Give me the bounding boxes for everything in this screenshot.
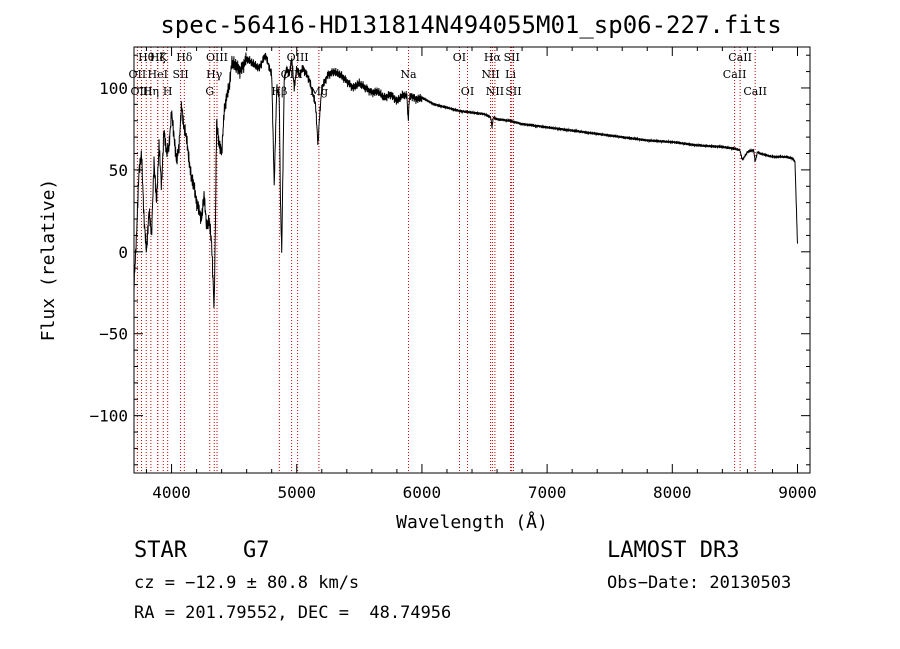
- line-label-15: OIII: [287, 51, 309, 64]
- line-label-9: Hδ: [176, 51, 193, 64]
- object-type: STAR: [134, 538, 187, 563]
- line-label-0: Hθ: [138, 51, 155, 64]
- line-label-20: Hα: [484, 51, 502, 64]
- spectrum-line: [133, 52, 798, 308]
- x-axis: 4000 5000 6000 7000 8000 9000: [146, 47, 817, 502]
- x-tick-label: 4000: [152, 483, 191, 502]
- line-label-10: G: [205, 85, 214, 98]
- x-tick-label: 9000: [778, 483, 817, 502]
- y-tick-label: −100: [89, 407, 128, 426]
- line-label-12: Hγ: [206, 68, 223, 81]
- x-tick-label: 6000: [403, 483, 442, 502]
- observation-date: Obs−Date: 20130503: [607, 573, 792, 593]
- line-label-1: OII: [129, 68, 147, 81]
- line-label-22: NII: [486, 85, 504, 98]
- spectrum-chart: spec-56416-HD131814N494055M01_sp06-227.f…: [38, 11, 817, 533]
- spectrum-series: [133, 52, 798, 308]
- line-label-6: K: [159, 51, 168, 64]
- line-label-26: CaII: [728, 51, 752, 64]
- line-label-16: Mg: [310, 85, 328, 98]
- line-label-27: CaII: [723, 68, 747, 81]
- survey-name: LAMOST DR3: [607, 538, 740, 563]
- line-label-11: OIII: [206, 51, 228, 64]
- x-tick-label: 8000: [653, 483, 692, 502]
- x-axis-label: Wavelength (Å): [396, 511, 548, 533]
- line-label-5: HeI: [148, 68, 168, 81]
- line-label-21: NII: [481, 68, 499, 81]
- line-label-28: CaII: [743, 85, 767, 98]
- y-tick-label: 50: [109, 161, 128, 180]
- spectral-subclass: G7: [243, 538, 270, 563]
- y-axis: −100 −50 0 50 100: [89, 54, 810, 466]
- line-label-13: Hβ: [271, 85, 287, 98]
- spectral-line-markers: [136, 47, 756, 473]
- ra-dec-coordinates: RA = 201.79552, DEC = 48.74956: [134, 603, 452, 623]
- line-label-17: Na: [400, 68, 417, 81]
- line-label-23: SII: [504, 51, 520, 64]
- line-label-18: OI: [453, 51, 466, 64]
- line-label-24: Li: [505, 68, 516, 81]
- line-label-19: OI: [461, 85, 474, 98]
- redshift-cz: cz = −12.9 ± 80.8 km/s: [134, 573, 360, 593]
- y-axis-label: Flux (relative): [38, 179, 59, 342]
- line-label-7: H: [163, 85, 173, 98]
- spectral-line-labels: HθOIIOIIIHηHζHeIKHSIIHδGOIIIHγHβOIIIOIII…: [129, 51, 767, 98]
- y-tick-label: 0: [118, 243, 128, 262]
- y-tick-label: 100: [99, 79, 128, 98]
- y-tick-label: −50: [99, 325, 128, 344]
- line-label-25: SII: [505, 85, 521, 98]
- line-label-3: Hη: [143, 85, 159, 98]
- x-tick-label: 7000: [528, 483, 567, 502]
- chart-title: spec-56416-HD131814N494055M01_sp06-227.f…: [160, 11, 781, 39]
- line-label-8: SII: [172, 68, 188, 81]
- line-label-4: Hζ: [150, 51, 166, 64]
- x-tick-label: 5000: [277, 483, 316, 502]
- plot-frame: [133, 46, 811, 474]
